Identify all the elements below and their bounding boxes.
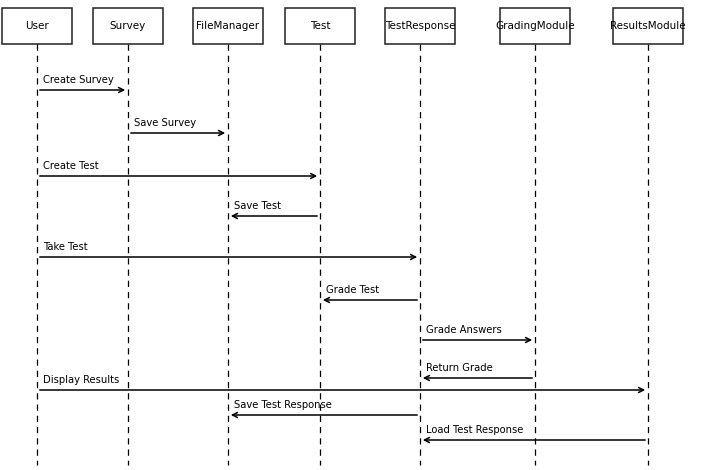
Bar	[613, 8, 683, 44]
Text: ResultsModule: ResultsModule	[610, 21, 686, 31]
Text: Create Survey: Create Survey	[43, 75, 114, 85]
Text: Save Test Response: Save Test Response	[234, 400, 332, 410]
Text: Take Test: Take Test	[43, 242, 87, 252]
Text: Create Test: Create Test	[43, 161, 99, 171]
Text: Save Survey: Save Survey	[134, 118, 196, 128]
Bar	[500, 8, 570, 44]
Text: Return Grade: Return Grade	[426, 363, 493, 373]
Text: Survey: Survey	[110, 21, 146, 31]
Bar	[193, 8, 263, 44]
Text: User: User	[25, 21, 49, 31]
Text: GradingModule: GradingModule	[495, 21, 575, 31]
Bar	[285, 8, 355, 44]
Text: TestResponse: TestResponse	[385, 21, 455, 31]
Bar	[2, 8, 72, 44]
Bar	[385, 8, 455, 44]
Text: FileManager: FileManager	[196, 21, 260, 31]
Text: Grade Answers: Grade Answers	[426, 325, 502, 335]
Text: Load Test Response: Load Test Response	[426, 425, 523, 435]
Bar	[93, 8, 163, 44]
Text: Grade Test: Grade Test	[326, 285, 379, 295]
Text: Display Results: Display Results	[43, 375, 119, 385]
Text: Test: Test	[310, 21, 331, 31]
Text: Save Test: Save Test	[234, 201, 281, 211]
